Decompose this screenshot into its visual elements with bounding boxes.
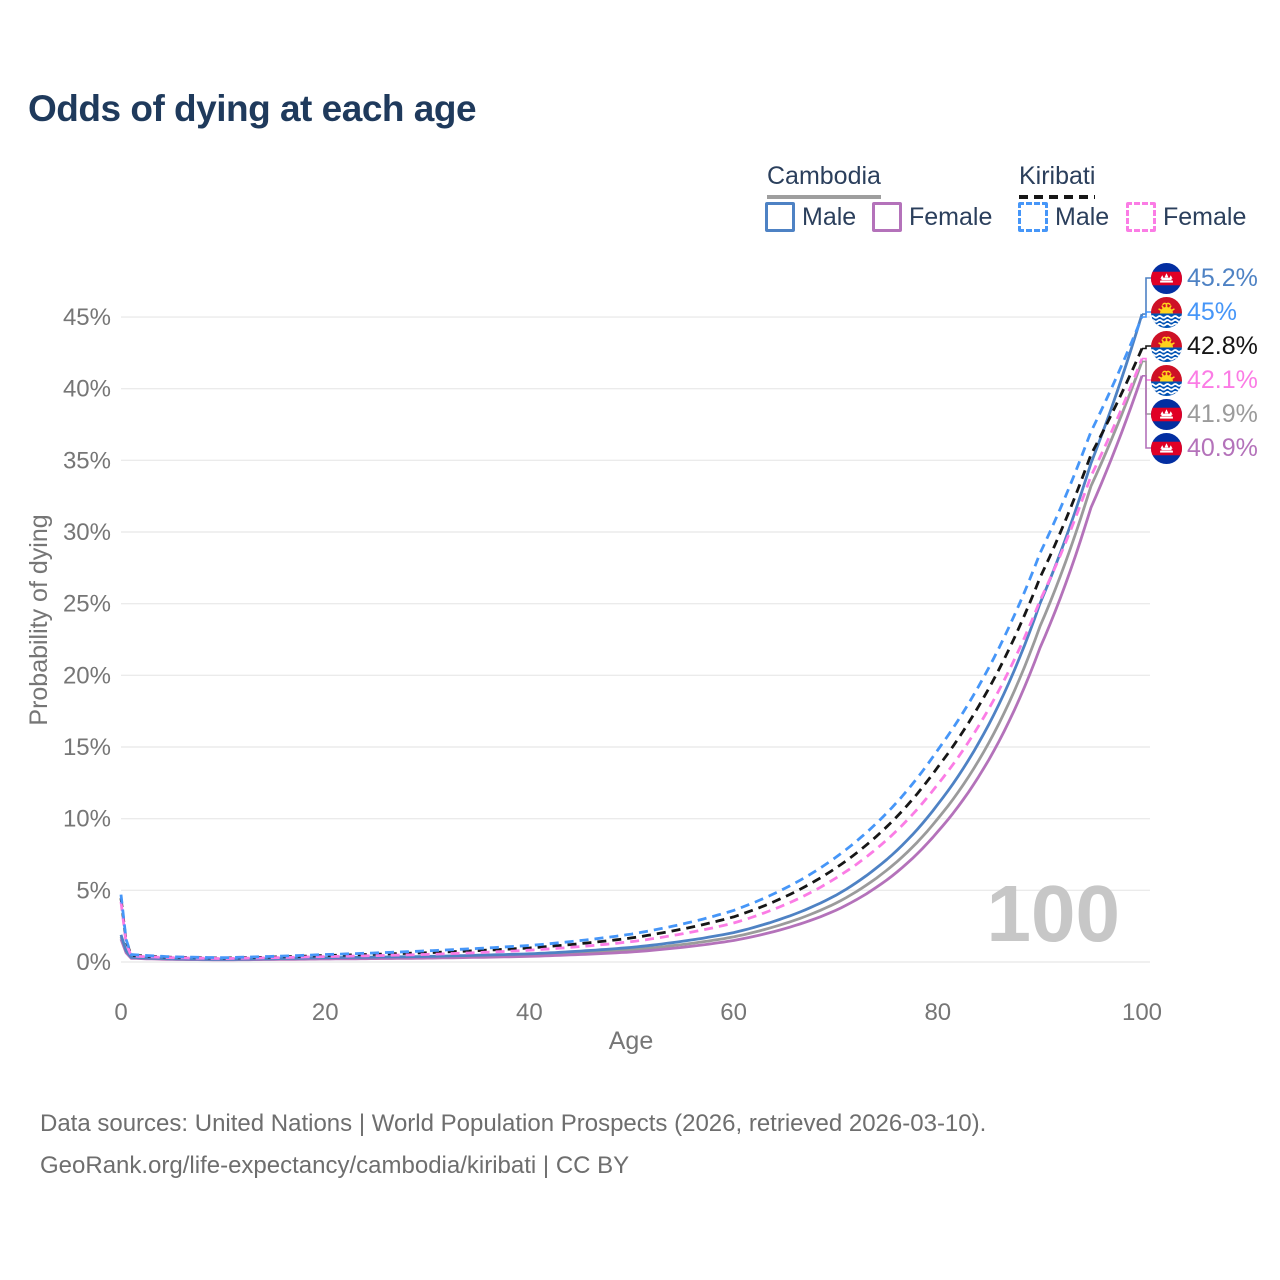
y-tick-label: 35%: [63, 447, 111, 474]
x-tick-label: 20: [312, 999, 339, 1026]
line-kiribati-total: [119, 347, 1144, 960]
leader-kiribati-total: [1142, 345, 1152, 350]
x-tick-label: 80: [924, 999, 951, 1026]
cambodia-line-style-swatch: [767, 195, 881, 199]
end-label-cambodia-male: 45.2%: [1151, 262, 1258, 294]
series-value-label: 45%: [1187, 297, 1238, 326]
source-url-text: GeoRank.org/life-expectancy/cambodia/kir…: [40, 1152, 630, 1179]
cambodia-flag-icon: [1151, 398, 1182, 430]
y-tick-label: 20%: [63, 662, 111, 689]
leader-cambodia-female: [1142, 375, 1152, 449]
kiribati-line-style-swatch: [1019, 195, 1096, 199]
legend-label: Male: [802, 202, 857, 231]
x-tick-label: 0: [114, 999, 127, 1026]
y-tick-label: 5%: [76, 877, 111, 904]
x-tick-label: 100: [1122, 999, 1162, 1026]
series-value-label: 42.8%: [1187, 331, 1258, 360]
end-label-cambodia-total: 41.9%: [1151, 398, 1258, 430]
cambodia-flag-icon: [1151, 432, 1182, 464]
legend-label: Female: [909, 202, 993, 231]
cambodia-male-checkbox-icon: [765, 202, 795, 232]
y-tick-label: 30%: [63, 519, 111, 546]
legend-country-cambodia-label: Cambodia: [767, 162, 881, 190]
legend-label: Female: [1163, 202, 1247, 231]
legend-country-cambodia: Cambodia: [767, 162, 881, 199]
kiribati-flag-icon: [1151, 296, 1182, 328]
chart-footer: Data sources: United Nations | World Pop…: [40, 1103, 986, 1187]
kiribati-flag-icon: [1151, 364, 1182, 396]
x-axis-title: Age: [609, 1027, 653, 1055]
x-tick-label: 40: [516, 999, 543, 1026]
kiribati-female-checkbox-icon: [1126, 202, 1156, 232]
cambodia-flag-icon: [1151, 262, 1182, 294]
kiribati-flag-icon: [1151, 296, 1182, 328]
legend-toggle-cambodia-female[interactable]: Female: [872, 201, 992, 233]
end-label-kiribati-male: 45%: [1151, 296, 1237, 328]
line-kiribati-male: [119, 316, 1144, 960]
series-value-label: 40.9%: [1187, 433, 1258, 462]
x-tick-label: 60: [720, 999, 747, 1026]
kiribati-flag-icon: [1151, 330, 1182, 362]
kiribati-male-checkbox-icon: [1018, 202, 1048, 232]
line-cambodia-male: [119, 313, 1144, 961]
age-watermark: 100: [987, 869, 1120, 958]
legend-toggle-kiribati-male[interactable]: Male: [1018, 201, 1109, 233]
cambodia-flag-icon: [1151, 432, 1182, 464]
leader-cambodia-male: [1142, 277, 1152, 315]
cambodia-flag-icon: [1151, 398, 1182, 430]
legend-toggle-cambodia-male[interactable]: Male: [765, 201, 856, 233]
cambodia-flag-icon: [1151, 262, 1182, 294]
end-label-kiribati-total: 42.8%: [1151, 330, 1258, 362]
line-kiribati-female: [119, 358, 1144, 960]
kiribati-flag-icon: [1151, 364, 1182, 396]
y-axis-title: Probability of dying: [25, 514, 53, 725]
legend-toggle-kiribati-female[interactable]: Female: [1126, 201, 1246, 233]
series-value-label: 42.1%: [1187, 365, 1258, 394]
legend-country-kiribati-label: Kiribati: [1019, 162, 1096, 190]
y-tick-label: 15%: [63, 734, 111, 761]
cambodia-female-checkbox-icon: [872, 202, 902, 232]
legend-country-kiribati: Kiribati: [1019, 162, 1096, 199]
legend-label: Male: [1055, 202, 1110, 231]
leader-kiribati-male: [1142, 311, 1152, 318]
y-tick-label: 0%: [76, 949, 111, 976]
series-value-label: 41.9%: [1187, 399, 1258, 428]
y-tick-label: 40%: [63, 376, 111, 403]
series-value-label: 45.2%: [1187, 263, 1258, 292]
y-tick-label: 25%: [63, 591, 111, 618]
page-title: Odds of dying at each age: [28, 88, 477, 129]
end-label-cambodia-female: 40.9%: [1151, 432, 1258, 464]
end-label-kiribati-female: 42.1%: [1151, 364, 1258, 396]
data-sources-text: Data sources: United Nations | World Pop…: [40, 1110, 987, 1137]
kiribati-flag-icon: [1151, 330, 1182, 362]
y-tick-label: 10%: [63, 806, 111, 833]
y-tick-label: 45%: [63, 304, 111, 331]
